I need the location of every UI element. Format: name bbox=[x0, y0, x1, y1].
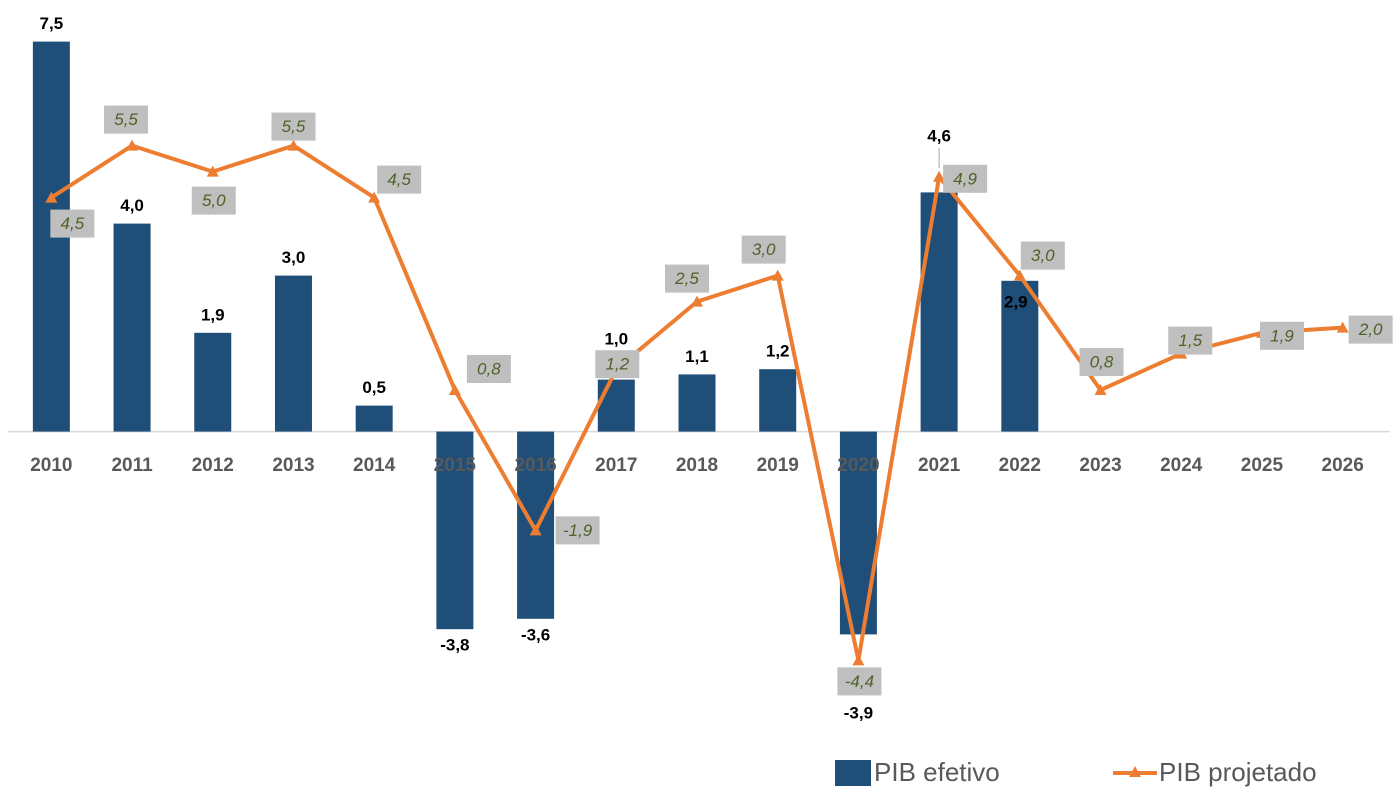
bar bbox=[436, 431, 474, 630]
label-box bbox=[1020, 241, 1065, 270]
x-tick-label: 2020 bbox=[837, 455, 879, 476]
label-box bbox=[271, 112, 316, 141]
bar-label: 3,0 bbox=[282, 248, 306, 267]
line-label: 0,8 bbox=[1090, 352, 1114, 371]
label-box bbox=[191, 186, 236, 215]
x-tick-label: 2023 bbox=[1079, 455, 1121, 476]
bar-label: 7,5 bbox=[40, 14, 64, 33]
marker bbox=[126, 139, 139, 151]
bar bbox=[759, 369, 797, 432]
line-label: 1,5 bbox=[1178, 331, 1202, 350]
label-box bbox=[1168, 326, 1213, 355]
bar-label: 4,0 bbox=[120, 196, 144, 215]
bar-label: 1,0 bbox=[604, 329, 628, 348]
x-tick-label: 2011 bbox=[111, 455, 153, 476]
line-label: 0,8 bbox=[477, 359, 501, 378]
line-label: -1,9 bbox=[563, 521, 593, 540]
bar-label: 4,6 bbox=[927, 126, 951, 145]
line-label: 2,5 bbox=[674, 269, 699, 288]
line-label: 5,5 bbox=[114, 110, 138, 129]
x-tick-label: 2019 bbox=[757, 455, 799, 476]
line-label: 4,9 bbox=[953, 169, 977, 188]
marker bbox=[1094, 384, 1107, 395]
x-tick-label: 2012 bbox=[192, 455, 234, 476]
label-box bbox=[104, 105, 149, 134]
label-box bbox=[665, 264, 709, 293]
x-tick-label: 2016 bbox=[514, 455, 556, 476]
marker bbox=[448, 384, 461, 395]
bar-label: 1,9 bbox=[201, 305, 225, 324]
marker bbox=[368, 191, 381, 203]
marker bbox=[1336, 321, 1349, 333]
x-tick-label: 2026 bbox=[1322, 455, 1364, 476]
label-box bbox=[943, 164, 988, 193]
legend-marker bbox=[1129, 766, 1141, 777]
label-box bbox=[741, 235, 786, 264]
label-box bbox=[555, 516, 600, 545]
label-box bbox=[1079, 348, 1124, 376]
marker bbox=[933, 170, 946, 182]
x-tick-label: 2021 bbox=[918, 455, 961, 476]
bar bbox=[113, 223, 151, 432]
marker bbox=[529, 524, 542, 536]
x-tick-label: 2014 bbox=[353, 455, 396, 476]
label-box bbox=[377, 165, 422, 194]
bar-label: 1,1 bbox=[685, 347, 709, 366]
line-label: -4,4 bbox=[845, 672, 874, 691]
marker bbox=[45, 191, 58, 203]
bar bbox=[194, 332, 232, 432]
legend-label: PIB projetado bbox=[1159, 757, 1317, 787]
line-label: 4,5 bbox=[387, 170, 411, 189]
legend-label: PIB efetivo bbox=[874, 757, 1000, 787]
marker bbox=[771, 269, 784, 281]
bar bbox=[920, 192, 958, 432]
bar-label: -3,6 bbox=[521, 625, 550, 644]
x-tick-label: 2013 bbox=[272, 455, 314, 476]
line-label: 4,5 bbox=[61, 214, 85, 233]
bar bbox=[597, 379, 635, 432]
x-tick-label: 2010 bbox=[30, 455, 72, 476]
line-label: 3,0 bbox=[752, 240, 776, 259]
x-tick-label: 2017 bbox=[595, 455, 637, 476]
x-tick-label: 2022 bbox=[999, 455, 1041, 476]
label-box bbox=[1348, 315, 1393, 344]
line-label: 5,0 bbox=[202, 191, 226, 210]
label-box bbox=[595, 350, 640, 379]
x-tick-label: 2024 bbox=[1160, 455, 1203, 476]
marker bbox=[691, 295, 703, 307]
bar-label: -3,9 bbox=[844, 703, 873, 722]
bar bbox=[355, 405, 393, 432]
label-box bbox=[466, 355, 511, 383]
line-label: 1,9 bbox=[1270, 326, 1294, 345]
line-label: 2,0 bbox=[1358, 320, 1383, 339]
bar-label: 1,2 bbox=[766, 342, 790, 361]
label-box bbox=[1259, 321, 1304, 350]
bar bbox=[274, 275, 312, 432]
line-label: 3,0 bbox=[1031, 246, 1055, 265]
line-label: 1,2 bbox=[605, 355, 629, 374]
marker bbox=[287, 139, 300, 151]
marker bbox=[206, 165, 219, 177]
bar bbox=[678, 374, 716, 432]
bar-label: 0,5 bbox=[362, 378, 386, 397]
label-box bbox=[837, 667, 882, 696]
label-box bbox=[50, 209, 95, 238]
marker bbox=[1013, 269, 1026, 281]
line-label: 5,5 bbox=[282, 117, 306, 136]
bar-label: -3,8 bbox=[440, 636, 469, 655]
x-tick-label: 2015 bbox=[434, 455, 477, 476]
bar bbox=[1001, 280, 1039, 432]
x-tick-label: 2018 bbox=[676, 455, 718, 476]
legend-swatch bbox=[835, 760, 871, 786]
marker bbox=[852, 654, 865, 666]
bar-label: 2,9 bbox=[1004, 292, 1028, 311]
x-tick-label: 2025 bbox=[1241, 455, 1284, 476]
